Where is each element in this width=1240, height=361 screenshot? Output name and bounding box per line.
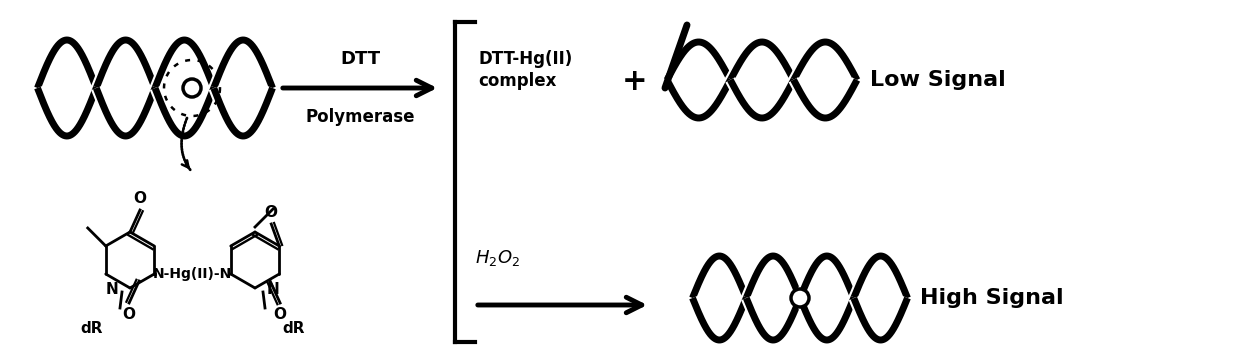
- Text: N-Hg(II)-N: N-Hg(II)-N: [153, 267, 232, 281]
- Text: dR: dR: [281, 321, 305, 336]
- Circle shape: [184, 79, 201, 97]
- Text: +: +: [622, 68, 647, 96]
- Text: O: O: [274, 307, 286, 322]
- Text: $H_2O_2$: $H_2O_2$: [475, 248, 520, 268]
- Text: Polymerase: Polymerase: [305, 108, 414, 126]
- Text: High Signal: High Signal: [920, 288, 1064, 308]
- Text: DTT-Hg(II): DTT-Hg(II): [477, 50, 572, 68]
- Text: complex: complex: [477, 72, 557, 90]
- Text: dR: dR: [81, 321, 103, 336]
- Text: O: O: [123, 307, 135, 322]
- Text: O: O: [265, 205, 278, 220]
- Circle shape: [791, 289, 808, 307]
- Text: O: O: [134, 191, 146, 206]
- Text: N: N: [267, 283, 280, 297]
- Text: Low Signal: Low Signal: [870, 70, 1006, 90]
- Text: DTT: DTT: [340, 50, 381, 68]
- Text: N: N: [105, 283, 118, 297]
